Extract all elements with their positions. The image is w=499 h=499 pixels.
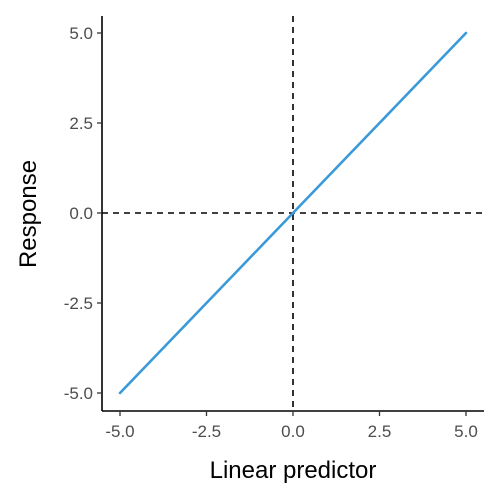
y-tick-label: -5.0 (64, 384, 93, 403)
series-group (118, 31, 468, 395)
x-tick-label: 5.0 (454, 422, 478, 441)
y-tick-label: 5.0 (69, 24, 93, 43)
x-tick-label: 2.5 (368, 422, 392, 441)
y-tick-label: 2.5 (69, 114, 93, 133)
series-line (118, 31, 468, 395)
y-axis-ticks: -5.0 -2.5 0.0 2.5 5.0 (64, 24, 102, 403)
y-tick-label: -2.5 (64, 294, 93, 313)
x-tick-label: -2.5 (192, 422, 221, 441)
y-tick-label: 0.0 (69, 204, 93, 223)
y-axis-title: Response (15, 160, 42, 268)
x-tick-label: 0.0 (281, 422, 305, 441)
x-axis-title: Linear predictor (210, 457, 377, 484)
x-tick-label: -5.0 (105, 422, 134, 441)
x-axis-ticks: -5.0 -2.5 0.0 2.5 5.0 (105, 411, 478, 441)
